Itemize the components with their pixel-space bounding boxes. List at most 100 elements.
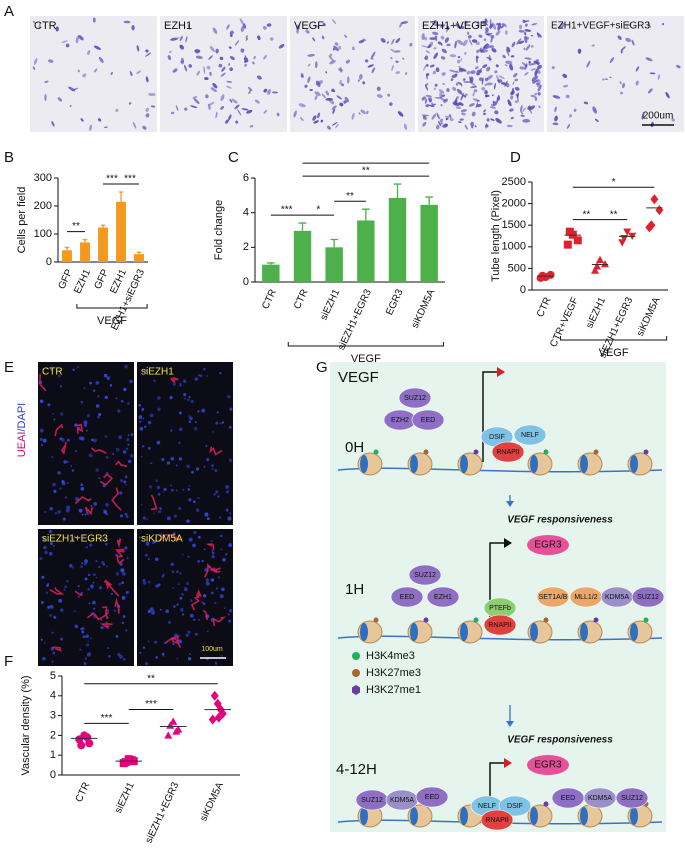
nucleus — [105, 513, 108, 516]
cell — [460, 58, 462, 62]
nucleus — [217, 495, 220, 498]
protein-label: EED — [561, 795, 575, 802]
cell — [376, 86, 381, 91]
nucleus — [84, 423, 87, 427]
cell — [475, 41, 480, 45]
nucleus — [197, 559, 200, 563]
cell — [444, 115, 447, 118]
x-tick-label: siEZH1 — [318, 287, 342, 322]
nucleus — [228, 619, 231, 623]
nucleus — [98, 412, 102, 417]
vessel — [195, 589, 202, 598]
nucleus — [223, 607, 226, 610]
cell — [333, 45, 339, 52]
vessel — [208, 567, 221, 573]
cell — [339, 66, 343, 73]
nucleus — [105, 565, 108, 568]
cell — [466, 70, 471, 75]
cell — [208, 101, 215, 106]
cell — [218, 63, 223, 68]
nucleus — [188, 485, 191, 487]
cell — [482, 64, 488, 68]
nucleus — [144, 369, 148, 373]
nucleus — [115, 634, 119, 638]
x-tick-label: siKDM5A — [198, 780, 226, 823]
nucleosome-core — [630, 623, 638, 641]
cell — [514, 100, 518, 104]
nucleus — [80, 591, 83, 595]
nucleus — [61, 480, 65, 484]
cell — [129, 71, 133, 77]
cell — [558, 26, 562, 30]
cell — [456, 88, 463, 95]
cell — [505, 24, 508, 28]
nucleus — [187, 630, 191, 634]
bar — [357, 220, 375, 282]
cell — [497, 79, 501, 84]
cell — [245, 35, 248, 39]
nucleus — [197, 374, 201, 377]
cell — [395, 50, 401, 53]
cell — [619, 81, 622, 85]
cell — [481, 77, 484, 85]
nucleus — [187, 657, 192, 661]
cell — [51, 121, 55, 127]
cell — [477, 21, 480, 28]
nucleus — [177, 583, 180, 586]
cell — [458, 67, 467, 72]
cell — [431, 113, 437, 120]
x-tick-label: CTR — [260, 288, 279, 311]
cell — [486, 66, 491, 72]
nucleus — [77, 595, 80, 598]
cell — [421, 45, 428, 48]
nucleus — [121, 596, 126, 600]
cell — [331, 19, 337, 25]
nucleus — [63, 460, 67, 464]
cell — [457, 59, 461, 64]
cell — [203, 66, 206, 74]
cell — [229, 98, 233, 103]
cell — [180, 57, 185, 65]
cell — [371, 51, 376, 59]
nucleus — [120, 399, 124, 403]
cell — [609, 76, 612, 79]
protein — [491, 441, 525, 463]
nucleus — [178, 507, 182, 510]
cell — [454, 40, 457, 49]
tss-head — [504, 758, 512, 768]
nucleus — [221, 421, 225, 424]
vessel — [115, 460, 128, 468]
cell — [431, 102, 434, 105]
significance-label: ** — [610, 209, 618, 220]
cell — [535, 59, 539, 62]
nucleus — [220, 654, 223, 658]
error-bar — [64, 246, 70, 251]
nucleus — [192, 543, 196, 548]
image-label: EZH1 — [164, 20, 192, 32]
cell — [520, 111, 524, 115]
cell — [468, 38, 473, 46]
nucleosome-core — [360, 807, 368, 825]
nucleus — [59, 437, 63, 440]
nucleus — [205, 578, 209, 582]
nucleus — [212, 431, 214, 433]
cell — [520, 114, 525, 117]
nucleus — [125, 629, 128, 632]
nucleus — [57, 374, 61, 378]
cell — [71, 87, 79, 91]
scale-label: 200um — [643, 111, 674, 122]
y-tick-label: 200 — [34, 200, 52, 212]
nucleus — [101, 561, 105, 565]
nucleus — [206, 630, 209, 633]
nucleus — [183, 393, 187, 397]
nucleus — [40, 601, 44, 604]
image-label: siEZH1+EGR3 — [42, 534, 108, 545]
nucleus — [84, 513, 87, 516]
nucleosome-core — [460, 807, 468, 825]
cell — [472, 91, 475, 97]
nucleus — [147, 558, 150, 561]
group-line — [560, 336, 668, 341]
nucleus — [197, 410, 200, 413]
significance-label: *** — [124, 174, 136, 185]
cell — [552, 95, 561, 99]
